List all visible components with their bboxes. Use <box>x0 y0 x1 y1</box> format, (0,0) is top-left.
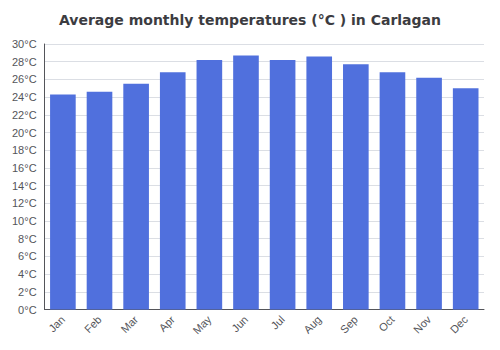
svg-text:Jul: Jul <box>268 313 286 331</box>
svg-text:Jan: Jan <box>46 313 67 334</box>
svg-text:May: May <box>190 313 214 337</box>
svg-text:Jun: Jun <box>229 313 250 334</box>
svg-text:Oct: Oct <box>376 313 397 334</box>
svg-text:0°C: 0°C <box>18 304 37 316</box>
svg-text:10°C: 10°C <box>12 215 37 227</box>
svg-text:16°C: 16°C <box>12 162 37 174</box>
svg-text:Sep: Sep <box>338 313 360 335</box>
svg-text:28°C: 28°C <box>12 56 37 68</box>
svg-text:Apr: Apr <box>156 313 177 334</box>
svg-text:12°C: 12°C <box>12 197 37 209</box>
svg-text:Nov: Nov <box>411 313 434 336</box>
svg-text:14°C: 14°C <box>12 180 37 192</box>
svg-text:6°C: 6°C <box>18 250 37 262</box>
svg-text:18°C: 18°C <box>12 144 37 156</box>
svg-text:20°C: 20°C <box>12 127 37 139</box>
svg-text:22°C: 22°C <box>12 109 37 121</box>
svg-text:Average monthly temperatures (: Average monthly temperatures (°C ) in Ca… <box>59 12 441 28</box>
svg-text:8°C: 8°C <box>18 233 37 245</box>
svg-text:Dec: Dec <box>448 313 471 336</box>
svg-text:4°C: 4°C <box>18 268 37 280</box>
svg-text:Feb: Feb <box>82 313 104 335</box>
svg-text:30°C: 30°C <box>12 38 37 50</box>
svg-text:26°C: 26°C <box>12 73 37 85</box>
svg-text:Aug: Aug <box>301 313 323 335</box>
svg-text:Mar: Mar <box>119 313 141 335</box>
svg-text:24°C: 24°C <box>12 91 37 103</box>
svg-text:2°C: 2°C <box>18 286 37 298</box>
